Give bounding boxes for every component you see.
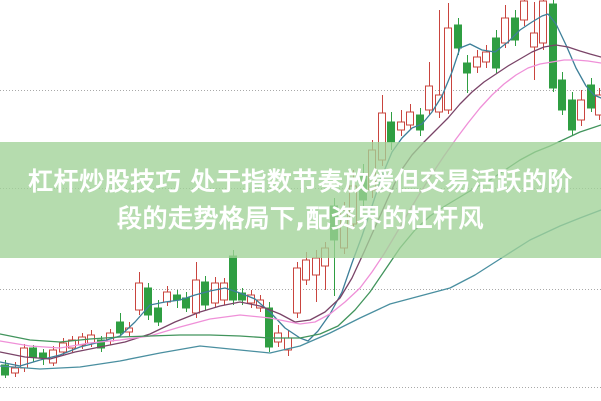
candle-down (511, 17, 519, 41)
headline-line-2: 段的走势格局下,配资界的杠杆风 (117, 204, 484, 233)
candle-down (454, 24, 462, 49)
candle-up (211, 282, 219, 304)
candle-up (312, 257, 320, 276)
candle-down (265, 307, 273, 348)
headline-overlay: 杠杆炒股技巧 处于指数节奏放缓但交易活跃的阶 段的走势格局下,配资界的杠杆风 (0, 142, 601, 258)
candle-up (192, 279, 200, 314)
candle-down (144, 287, 152, 316)
candle-up (595, 94, 601, 116)
candle-up (406, 111, 414, 126)
candle-down (387, 121, 395, 143)
candle-down (97, 339, 105, 349)
candle-up (78, 336, 86, 346)
candle-up (397, 121, 405, 131)
candle-up (220, 282, 228, 301)
candle-up (444, 27, 452, 111)
candle-down (154, 307, 162, 323)
candle-down (116, 321, 124, 334)
candle-down (39, 352, 47, 359)
candle-up (473, 56, 481, 68)
candle-down (1, 364, 9, 376)
candle-down (568, 99, 576, 131)
candle-up (302, 259, 310, 281)
candle-up (482, 51, 490, 63)
candle-up (530, 32, 538, 48)
candle-up (135, 282, 143, 311)
candle-up (11, 367, 19, 374)
candle-down (29, 347, 37, 358)
candle-up (435, 94, 443, 113)
headline-line-1: 杠杆炒股技巧 处于指数节奏放缓但交易活跃的阶 (28, 167, 573, 196)
candle-up (425, 85, 433, 111)
candle-down (492, 37, 500, 69)
candle-down (229, 255, 237, 301)
candle-up (539, 0, 547, 44)
candle-down (558, 79, 566, 111)
candle-down (238, 292, 246, 301)
candle-up (577, 99, 585, 121)
candle-down (587, 84, 595, 109)
candle-up (68, 339, 76, 349)
candle-up (501, 17, 509, 44)
candle-down (173, 294, 181, 301)
candle-up (293, 267, 301, 314)
candle-down (463, 62, 471, 74)
candle-up (520, 0, 528, 21)
candle-up (163, 291, 171, 303)
